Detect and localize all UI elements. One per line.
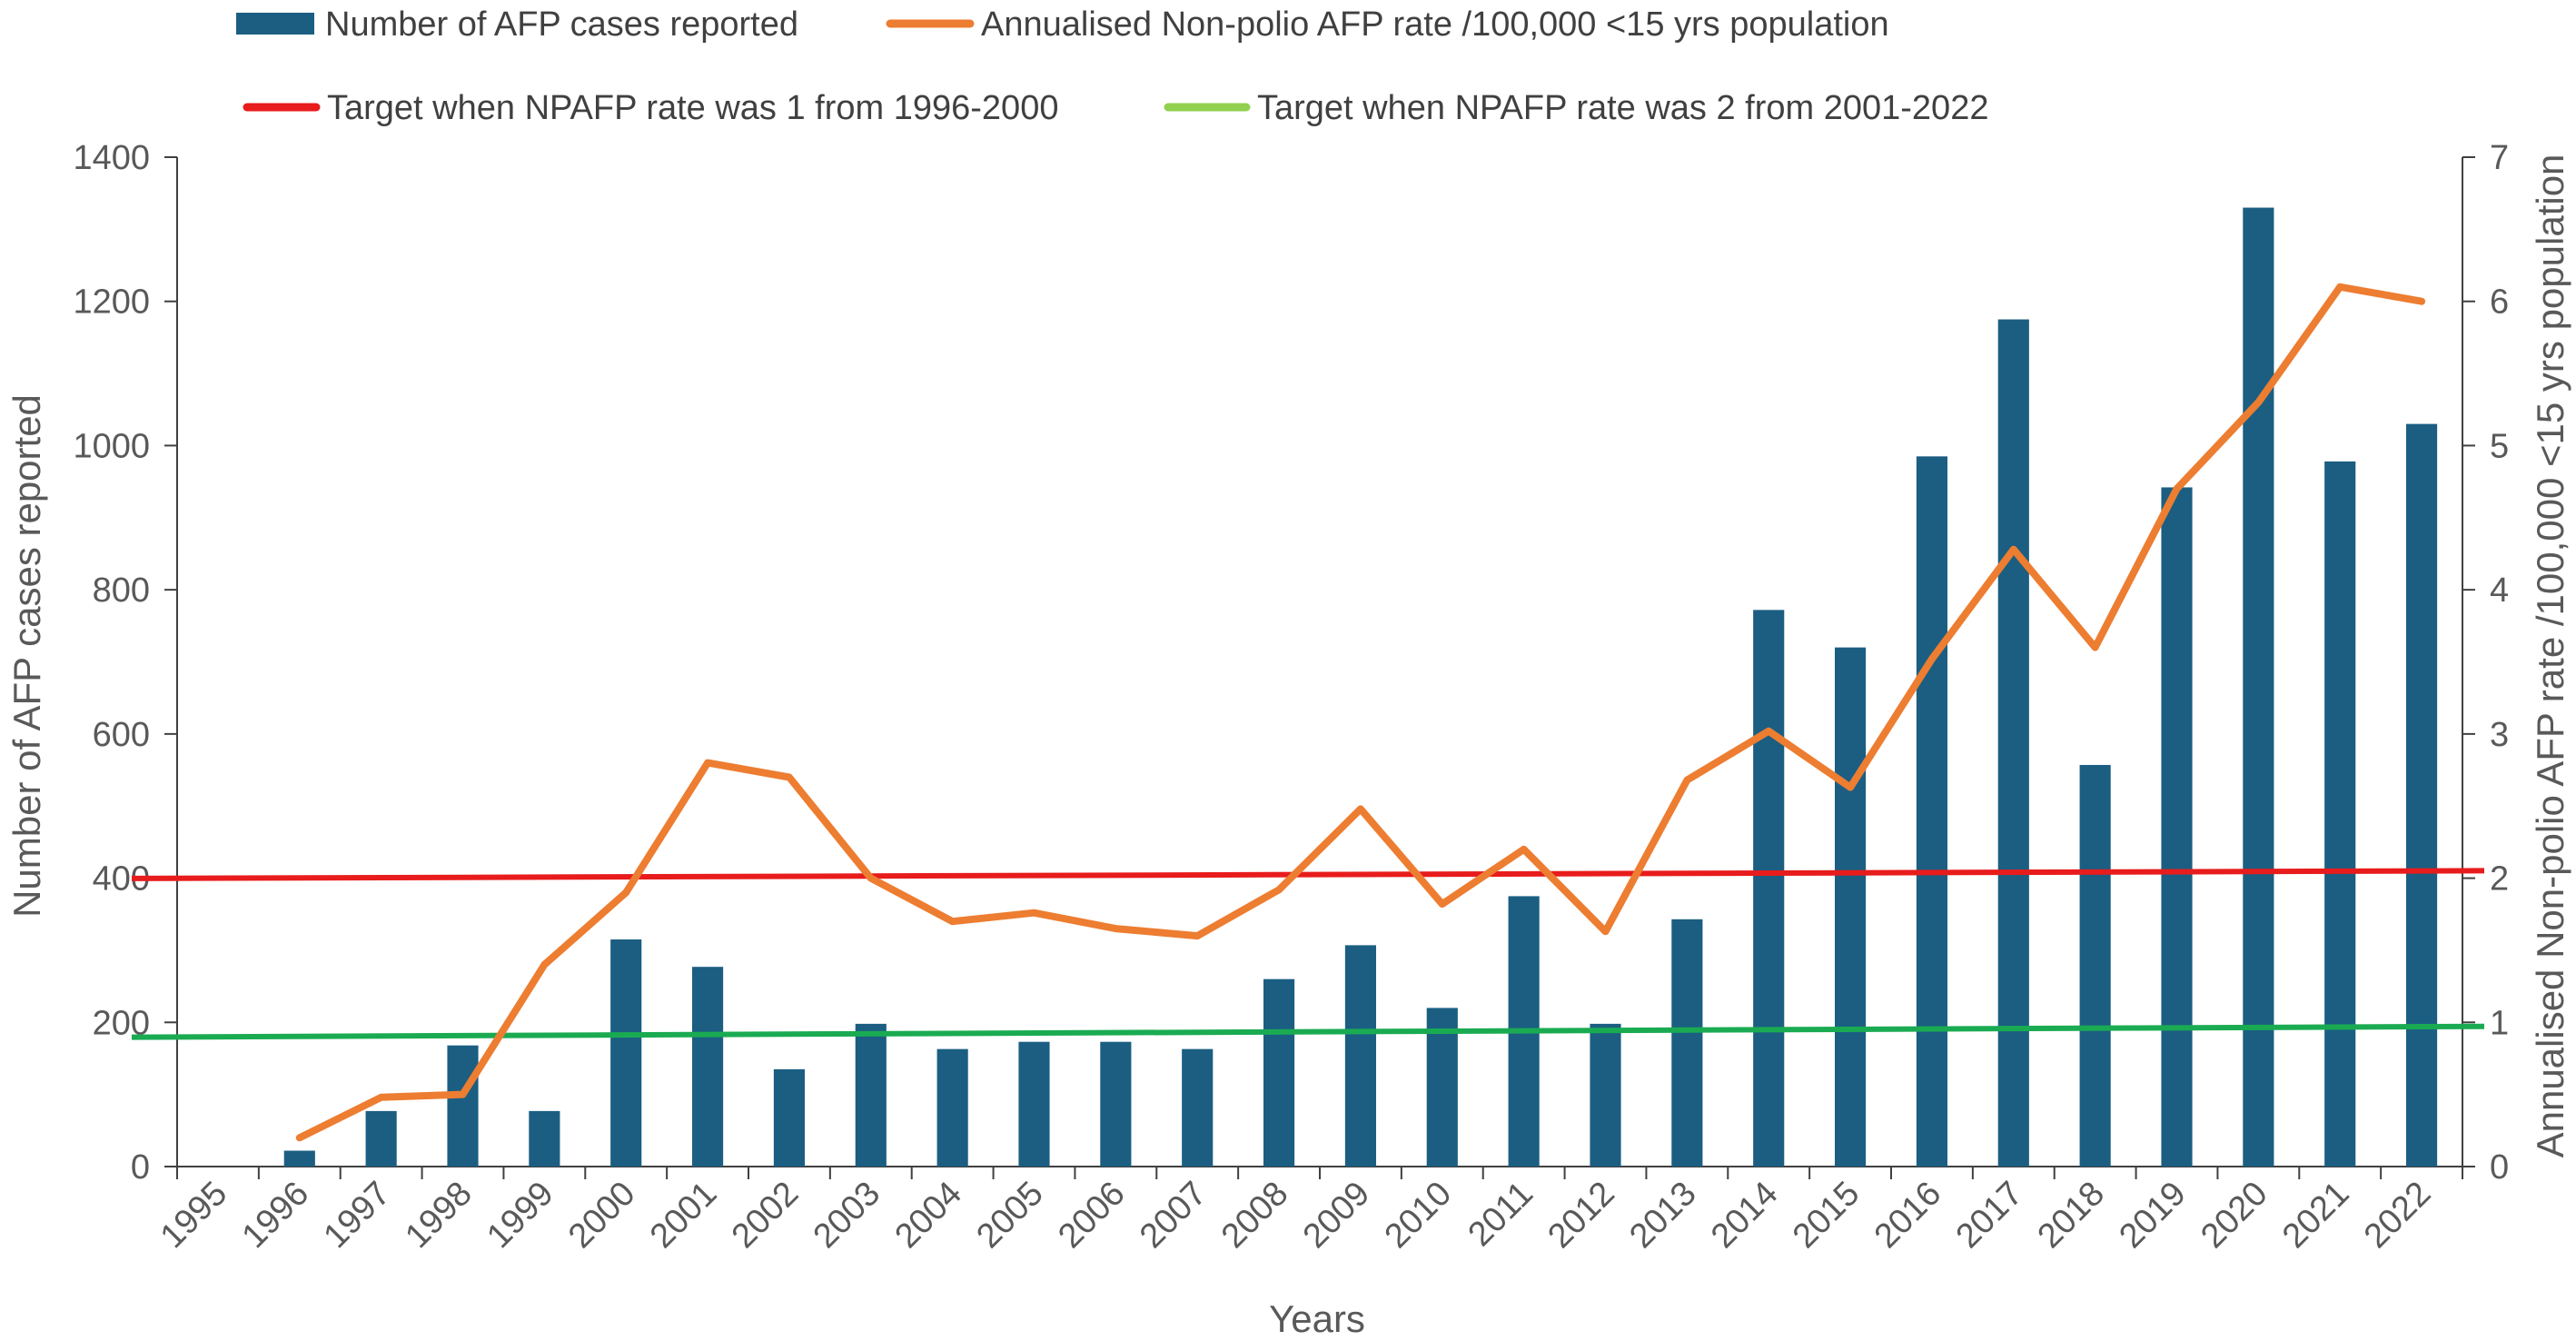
- x-tick-label: 2004: [888, 1175, 969, 1256]
- x-tick-label: 2014: [1704, 1175, 1785, 1256]
- x-tick-label: 2017: [1949, 1175, 2030, 1256]
- bar-afp-cases: [1426, 1008, 1458, 1167]
- legend-label-afp-cases: Number of AFP cases reported: [325, 5, 798, 44]
- x-axis-title: Years: [1269, 1297, 1365, 1340]
- bar-series: [283, 207, 2438, 1167]
- bar-afp-cases: [283, 1150, 315, 1167]
- legend-swatch-afp-cases: [236, 13, 314, 35]
- x-tick-label: 2015: [1786, 1175, 1867, 1256]
- bar-afp-cases: [1916, 456, 1948, 1167]
- x-tick-label: 2020: [2194, 1175, 2274, 1256]
- reference-line: [131, 868, 2485, 881]
- reference-line: [131, 1023, 2485, 1040]
- bar-afp-cases: [1590, 1023, 1621, 1167]
- legend: Number of AFP cases reported Annualised …: [236, 5, 1988, 127]
- x-tick-label: 2008: [1214, 1175, 1295, 1256]
- bar-afp-cases: [1263, 978, 1295, 1167]
- bar-afp-cases: [1834, 647, 1867, 1167]
- y-right-tick-label: 7: [2490, 139, 2509, 177]
- bar-afp-cases: [2405, 423, 2438, 1167]
- x-tick-label: 2006: [1051, 1175, 1132, 1256]
- line-npafp-rate: [295, 283, 2426, 1142]
- bar-afp-cases: [447, 1045, 479, 1167]
- bar-afp-cases: [1753, 610, 1785, 1167]
- bar-afp-cases: [1344, 945, 1377, 1167]
- bar-afp-cases: [529, 1110, 560, 1167]
- bar-afp-cases: [610, 939, 642, 1167]
- x-tick-label: 1997: [317, 1175, 398, 1256]
- y-left-tick-label: 1200: [73, 283, 150, 322]
- x-tick-label: 2010: [1378, 1175, 1459, 1256]
- bar-afp-cases: [2079, 764, 2111, 1167]
- x-tick-label: 1998: [398, 1175, 479, 1256]
- bar-afp-cases: [1671, 919, 1703, 1167]
- x-tick-label: 1996: [235, 1175, 316, 1256]
- x-tick-label: 2005: [969, 1175, 1050, 1256]
- x-tick-label: 2018: [2031, 1175, 2112, 1256]
- y-left-tick-label: 1400: [73, 139, 150, 177]
- x-tick-label: 1999: [480, 1175, 560, 1256]
- bar-afp-cases: [1100, 1041, 1132, 1167]
- legend-label-npafp-rate: Annualised Non-polio AFP rate /100,000 <…: [981, 5, 1889, 44]
- bar-afp-cases: [365, 1110, 397, 1167]
- bar-afp-cases: [855, 1023, 887, 1167]
- y-right-tick-label: 4: [2490, 571, 2509, 610]
- reference-lines: [131, 868, 2485, 1040]
- x-tick-label: 2007: [1133, 1175, 1214, 1256]
- y-left-tick-label: 0: [131, 1148, 150, 1187]
- x-tick-label: 2019: [2112, 1175, 2193, 1256]
- y-left-tick-label: 600: [93, 716, 150, 754]
- x-tick-label: 2021: [2275, 1175, 2356, 1256]
- legend-label-target-2: Target when NPAFP rate was 2 from 2001-2…: [1257, 89, 1988, 127]
- y-left-tick-label: 800: [93, 571, 150, 610]
- x-tick-label: 2022: [2357, 1175, 2438, 1256]
- x-tick-label: 2016: [1868, 1175, 1948, 1256]
- bar-afp-cases: [1018, 1041, 1050, 1167]
- y-axis-left-title: Number of AFP cases reported: [5, 394, 48, 918]
- bar-afp-cases: [2161, 487, 2193, 1167]
- x-tick-label: 2001: [643, 1175, 724, 1256]
- y-right-tick-label: 2: [2490, 860, 2509, 899]
- y-axis-right-title: Annualised Non-polio AFP rate /100,000 <…: [2529, 154, 2571, 1158]
- y-right-tick-label: 5: [2490, 427, 2509, 465]
- x-tick-label: 2013: [1622, 1175, 1703, 1256]
- bar-afp-cases: [773, 1068, 806, 1167]
- y-right-tick-label: 0: [2490, 1148, 2509, 1187]
- y-right-tick-label: 3: [2490, 716, 2509, 754]
- x-tick-label: 2011: [1461, 1175, 1541, 1254]
- x-tick-label: 2000: [561, 1175, 642, 1256]
- bar-afp-cases: [691, 967, 724, 1167]
- x-tick-label: 2003: [807, 1175, 887, 1256]
- bar-afp-cases: [1182, 1048, 1214, 1167]
- x-tick-label: 2002: [725, 1175, 806, 1256]
- bar-afp-cases: [1997, 319, 2029, 1167]
- bar-afp-cases: [936, 1048, 968, 1167]
- legend-label-target-1: Target when NPAFP rate was 1 from 1996-2…: [327, 89, 1058, 127]
- bar-afp-cases: [2324, 461, 2356, 1167]
- y-right-tick-label: 1: [2490, 1004, 2509, 1042]
- x-tick-label: 2009: [1296, 1175, 1377, 1256]
- y-left-tick-label: 1000: [73, 427, 150, 465]
- line-series: [295, 283, 2426, 1142]
- x-tick-label: 1995: [154, 1175, 234, 1256]
- y-right-tick-label: 6: [2490, 283, 2509, 322]
- bar-afp-cases: [2243, 207, 2274, 1167]
- x-tick-label: 2012: [1541, 1175, 1621, 1256]
